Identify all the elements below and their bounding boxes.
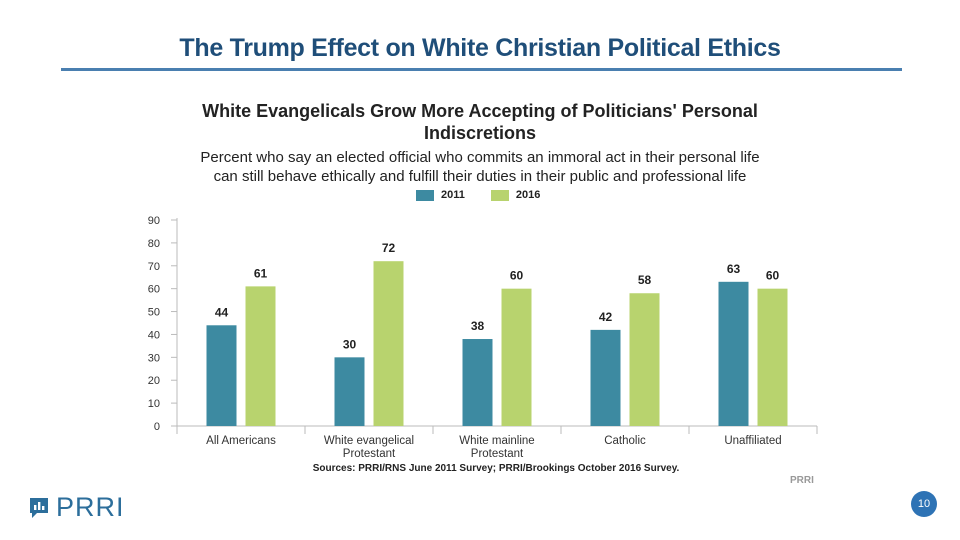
x-tick-label: Unaffiliated [724, 435, 781, 447]
legend-item-2011: 2011 [416, 189, 465, 201]
chart-subtitle-line-2: can still behave ethically and fulfill t… [213, 168, 747, 185]
data-label-2016: 58 [638, 273, 652, 287]
title-divider [61, 68, 902, 71]
chart-source-note: Sources: PRRI/RNS June 2011 Survey; PRRI… [312, 463, 680, 474]
y-tick-label: 50 [148, 307, 160, 319]
x-tick-label: Protestant [343, 448, 396, 460]
x-tick-label: White evangelical [324, 435, 414, 447]
legend-swatch-2016 [490, 189, 509, 201]
data-label-2011: 44 [215, 305, 229, 319]
legend-swatch-2011 [416, 189, 434, 201]
bar-2011 [590, 329, 621, 426]
data-label-2016: 60 [766, 269, 780, 283]
chart-subtitle: Percent who say an elected official who … [0, 148, 960, 186]
bar-2011 [334, 357, 365, 426]
x-tick-label: White mainline [459, 435, 534, 447]
y-tick-label: 60 [148, 284, 160, 296]
x-tick-label: Protestant [471, 448, 524, 460]
chart-title: White Evangelicals Grow More Accepting o… [0, 100, 960, 144]
slide-title: The Trump Effect on White Christian Poli… [179, 34, 781, 62]
chart-legend: 2011 2016 [416, 189, 540, 201]
y-tick-label: 0 [154, 421, 160, 433]
bar-2016 [245, 286, 276, 426]
data-label-2016: 61 [254, 266, 268, 280]
page-number-badge: 10 [911, 491, 937, 517]
logo-text: PRRI [56, 492, 125, 522]
x-tick-label: All Americans [206, 435, 276, 447]
chart-subtitle-line-1: Percent who say an elected official who … [200, 149, 760, 166]
y-tick-label: 10 [148, 398, 160, 410]
prri-logo-icon [30, 497, 48, 518]
chart-credit: PRRI [790, 475, 814, 486]
data-label-2016: 72 [382, 241, 396, 255]
prri-logo: PRRI [28, 492, 125, 523]
bar-2011 [206, 325, 237, 426]
data-label-2016: 60 [510, 269, 524, 283]
y-tick-label: 70 [148, 261, 160, 273]
x-tick-label: Catholic [604, 435, 646, 447]
data-label-2011: 42 [599, 310, 613, 324]
y-tick-label: 30 [148, 352, 160, 364]
chart-title-text: White Evangelicals Grow More Accepting o… [202, 101, 758, 143]
legend-label-2016: 2016 [515, 189, 541, 201]
legend-item-2016: 2016 [490, 189, 541, 201]
bar-2016 [373, 261, 404, 426]
y-tick-label: 90 [148, 215, 160, 227]
bar-2016 [629, 293, 660, 426]
data-label-2011: 63 [727, 262, 741, 276]
legend-label-2011: 2011 [441, 189, 465, 201]
bar-2016 [757, 288, 788, 426]
bar-2011 [718, 281, 749, 426]
bar-2011 [462, 339, 493, 426]
y-tick-label: 20 [148, 375, 160, 387]
data-label-2011: 38 [471, 319, 485, 333]
data-label-2011: 30 [343, 337, 357, 351]
y-tick-label: 40 [148, 329, 160, 341]
y-tick-label: 80 [148, 238, 160, 250]
bar-2016 [501, 288, 532, 426]
